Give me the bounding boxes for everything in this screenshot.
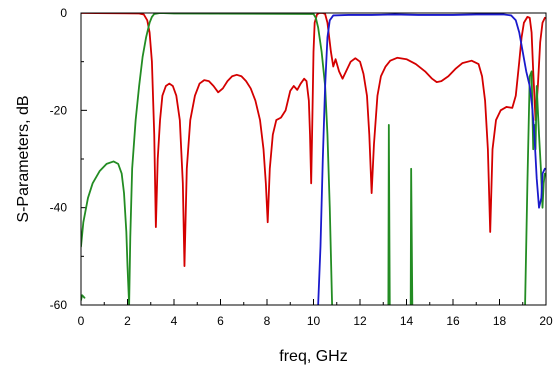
x-tick-label: 4 — [171, 314, 178, 328]
x-tick-label: 20 — [539, 314, 553, 328]
series-1-line-segment — [524, 70, 546, 305]
x-tick-label: 16 — [446, 314, 460, 328]
series-2-line-segment — [317, 13, 546, 305]
series-1-line-segment — [409, 167, 414, 305]
series-1-line-segment — [81, 160, 131, 305]
x-tick-label: 14 — [400, 314, 414, 328]
plot-area-clip — [81, 13, 546, 305]
x-tick-label: 6 — [217, 314, 224, 328]
y-axis-label: S-Parameters, dB — [15, 95, 32, 222]
x-tick-label: 18 — [493, 314, 507, 328]
x-tick-label: 8 — [264, 314, 271, 328]
plot-frame — [80, 12, 547, 306]
y-tick-label: -60 — [50, 298, 68, 312]
series-lines — [81, 13, 546, 305]
y-tick-label: -40 — [50, 201, 68, 215]
series-1-line-segment — [312, 13, 333, 305]
x-tick-label: 2 — [124, 314, 131, 328]
y-tick-label: -20 — [50, 103, 68, 117]
series-1-line-segment — [81, 294, 86, 302]
series-0-line-segment — [81, 13, 546, 267]
x-axis-label: freq, GHz — [279, 348, 347, 365]
series-1-line-segment — [128, 13, 315, 305]
x-tick-label: 12 — [353, 314, 367, 328]
x-tick-label: 0 — [78, 314, 85, 328]
y-tick-label: 0 — [60, 6, 67, 20]
x-tick-label: 10 — [307, 314, 321, 328]
series-1-line-segment — [387, 124, 391, 305]
tick-labels: 0 2 4 6 8 10 12 14 16 18 20 0 -20 -40 -60 — [50, 6, 553, 328]
